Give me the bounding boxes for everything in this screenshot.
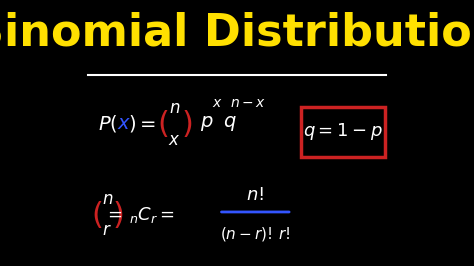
Text: $q$: $q$ — [223, 114, 236, 133]
Text: $p$: $p$ — [200, 114, 213, 133]
Text: $q = 1-p$: $q = 1-p$ — [303, 121, 383, 142]
Text: $($: $($ — [156, 108, 168, 139]
FancyBboxPatch shape — [301, 107, 385, 157]
Text: $x$: $x$ — [117, 114, 131, 133]
Text: $($: $($ — [91, 199, 102, 230]
Text: $x$: $x$ — [212, 96, 222, 110]
Text: $)$: $)$ — [112, 199, 124, 230]
Text: $P($: $P($ — [98, 113, 118, 134]
Text: $x$: $x$ — [168, 131, 181, 149]
Text: $(n-r)!\, r!$: $(n-r)!\, r!$ — [220, 225, 291, 243]
Text: $) =$: $) =$ — [128, 113, 156, 134]
Text: $n!$: $n!$ — [246, 186, 264, 204]
Text: $n$: $n$ — [101, 190, 113, 208]
Text: Binomial Distribution: Binomial Distribution — [0, 11, 474, 55]
Text: $n-x$: $n-x$ — [229, 96, 266, 110]
Text: $r$: $r$ — [102, 221, 112, 239]
Text: $= \, _nC_r =$: $= \, _nC_r =$ — [104, 205, 174, 225]
Text: $n$: $n$ — [169, 99, 180, 117]
Text: $)$: $)$ — [181, 108, 192, 139]
